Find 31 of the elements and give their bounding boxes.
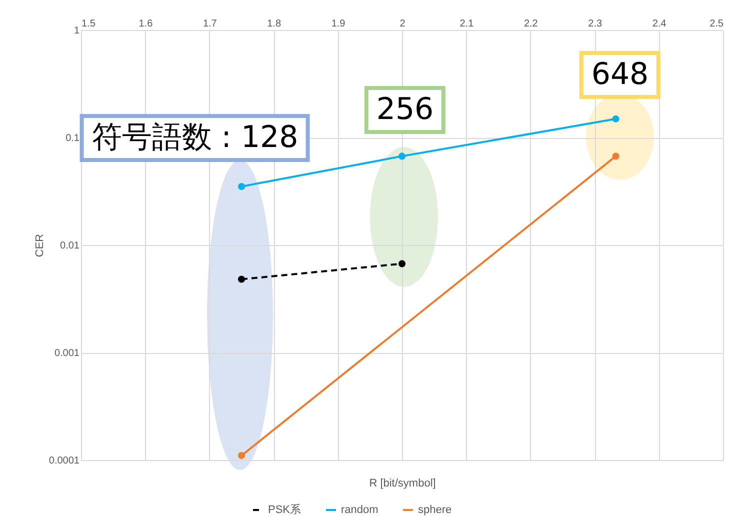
x-tick-label: 1.5 (82, 18, 96, 30)
annotation: 符号語数 : 128 (80, 114, 310, 162)
point (238, 276, 246, 283)
y-tick-label: 1 (74, 26, 80, 36)
point (612, 115, 620, 122)
point (238, 452, 246, 460)
legend-label: PSK系 (268, 503, 302, 516)
point (398, 152, 406, 160)
y-tick-label: 0.1 (66, 133, 80, 144)
y-tick-label: 0.01 (60, 240, 80, 252)
x-tick-label: 1.8 (267, 18, 282, 30)
annotation: 648 (579, 51, 661, 99)
x-tick-label: 2.4 (652, 18, 667, 30)
point (238, 182, 246, 190)
x-tick-label: 2.3 (588, 18, 602, 30)
x-axis-title: R [bit/symbol] (369, 478, 436, 490)
y-axis-title: CER (34, 234, 46, 258)
y-tick-label: 0.0001 (48, 456, 80, 466)
legend-label: random (341, 504, 378, 516)
point (612, 152, 620, 160)
x-tick-label: 2.5 (710, 18, 724, 30)
y-tick-label: 0.001 (54, 348, 80, 359)
x-tick-label: 2.2 (524, 18, 538, 30)
x-tick-label: 1.7 (202, 18, 218, 30)
annotation: 256 (364, 86, 446, 134)
x-tick-label: 1.9 (331, 18, 346, 30)
x-tick-label: 2 (400, 18, 406, 30)
x-tick-label: 1.6 (138, 18, 154, 30)
x-tick-label: 2.1 (460, 18, 474, 30)
point (398, 260, 406, 268)
legend-label: sphere (418, 504, 452, 516)
